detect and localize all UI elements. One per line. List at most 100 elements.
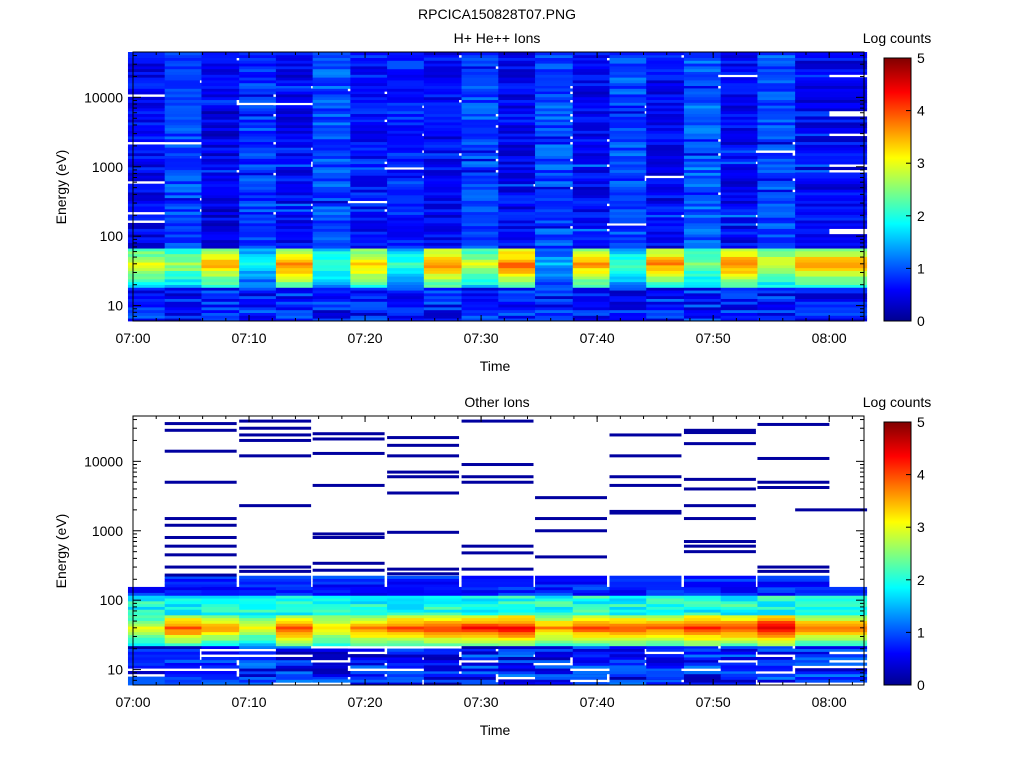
y-tick-label: 100 [100, 592, 124, 608]
heatmap-cell [387, 60, 460, 64]
heatmap-cell [312, 245, 385, 249]
heatmap-cell [127, 214, 200, 218]
heatmap-cell [275, 130, 348, 134]
heatmap-cell [164, 659, 237, 663]
heatmap-cell [423, 127, 496, 131]
heatmap-cell [312, 298, 385, 302]
heatmap-cell [683, 648, 756, 652]
heatmap-cell [387, 200, 460, 204]
heatmap-cell [498, 80, 571, 84]
heatmap-cell [201, 161, 274, 165]
heatmap-cell [201, 312, 274, 316]
heatmap-cell [350, 183, 423, 187]
heatmap-cell [275, 245, 348, 249]
heatmap-cell [275, 662, 348, 666]
heatmap-cell [164, 309, 237, 313]
heatmap-cell [535, 116, 607, 120]
heatmap-cell [720, 276, 793, 280]
heatmap-cell [239, 186, 312, 190]
heatmap-cell [127, 259, 200, 263]
heatmap-cell [350, 164, 423, 168]
heatmap-cell [609, 250, 682, 255]
heatmap-cell [535, 194, 607, 199]
heatmap-cell [164, 158, 237, 162]
heatmap-cell [423, 178, 496, 182]
heatmap-cell [275, 609, 348, 613]
heatmap-cell [387, 197, 460, 201]
heatmap-cell [720, 172, 793, 176]
heatmap-cell [572, 150, 645, 154]
heatmap-cell [646, 290, 719, 294]
heatmap-cell [127, 301, 200, 305]
heatmap-cell [720, 82, 793, 87]
heatmap-cell [239, 208, 312, 213]
heatmap-cell [201, 626, 274, 630]
heatmap-cell [201, 589, 274, 593]
heatmap-cell [461, 284, 534, 288]
heatmap-cell [609, 668, 682, 672]
heatmap-cell [757, 211, 830, 215]
heatmap-cell [535, 298, 607, 302]
heatmap-cell [720, 259, 793, 263]
heatmap-cell [423, 231, 496, 235]
heatmap-cell [275, 606, 348, 610]
heatmap-cell [535, 144, 607, 148]
heatmap-cell [795, 217, 868, 221]
heatmap-cell [239, 668, 312, 672]
heatmap-cell [275, 306, 348, 311]
heatmap-cell [646, 264, 719, 269]
heatmap-cell [498, 175, 571, 179]
heatmap-cell [609, 166, 682, 171]
heatmap-cell [572, 592, 645, 596]
heatmap-cell [461, 623, 534, 627]
heatmap-cell [201, 586, 274, 591]
panel-top: H+ He++ Ions 07:00 07:10 07:20 07:30 07:40 07… [53, 30, 931, 374]
heatmap-cell [127, 309, 200, 313]
heatmap-cell [795, 656, 868, 661]
heatmap-line [461, 475, 534, 479]
heatmap-cell [387, 259, 460, 263]
heatmap-cell [423, 287, 496, 291]
heatmap-cell [127, 598, 200, 602]
heatmap-cell [795, 82, 868, 87]
heatmap-cell [350, 169, 423, 173]
heatmap-cell [720, 206, 793, 210]
heatmap-cell [387, 270, 460, 274]
heatmap-cell [127, 659, 200, 663]
heatmap-cell [461, 306, 534, 311]
heatmap-cell [127, 318, 200, 322]
heatmap-cell [423, 273, 496, 277]
heatmap-cell [535, 127, 607, 131]
heatmap-cell [127, 206, 200, 210]
heatmap-cell [461, 634, 534, 638]
heatmap-cell [461, 122, 534, 126]
heatmap-cell [572, 71, 645, 75]
heatmap-cell [423, 292, 496, 297]
heatmap-cell [423, 200, 496, 204]
heatmap-cell [795, 612, 868, 616]
heatmap-cell [535, 584, 607, 588]
heatmap-cell [646, 628, 719, 633]
heatmap-cell [572, 253, 645, 257]
heatmap-cell [312, 603, 385, 607]
heatmap-cell [350, 54, 423, 59]
heatmap-cell [498, 239, 571, 243]
heatmap-cell [239, 138, 312, 143]
heatmap-cell [498, 74, 571, 78]
heatmap-cell [201, 105, 274, 109]
heatmap-cell [127, 116, 200, 120]
heatmap-cell [535, 60, 607, 64]
heatmap-cell [498, 136, 571, 140]
heatmap-cell [498, 203, 571, 207]
heatmap-cell [350, 281, 423, 285]
heatmap-cell [201, 309, 274, 313]
heatmap-cell [275, 77, 348, 81]
heatmap-cell [720, 122, 793, 126]
heatmap-cell [312, 267, 385, 271]
heatmap-cell [201, 186, 274, 190]
heatmap-cell [498, 52, 571, 56]
heatmap-cell [423, 175, 496, 179]
heatmap-cell [239, 203, 312, 207]
panel-bottom-xlabel: Time [480, 722, 511, 738]
